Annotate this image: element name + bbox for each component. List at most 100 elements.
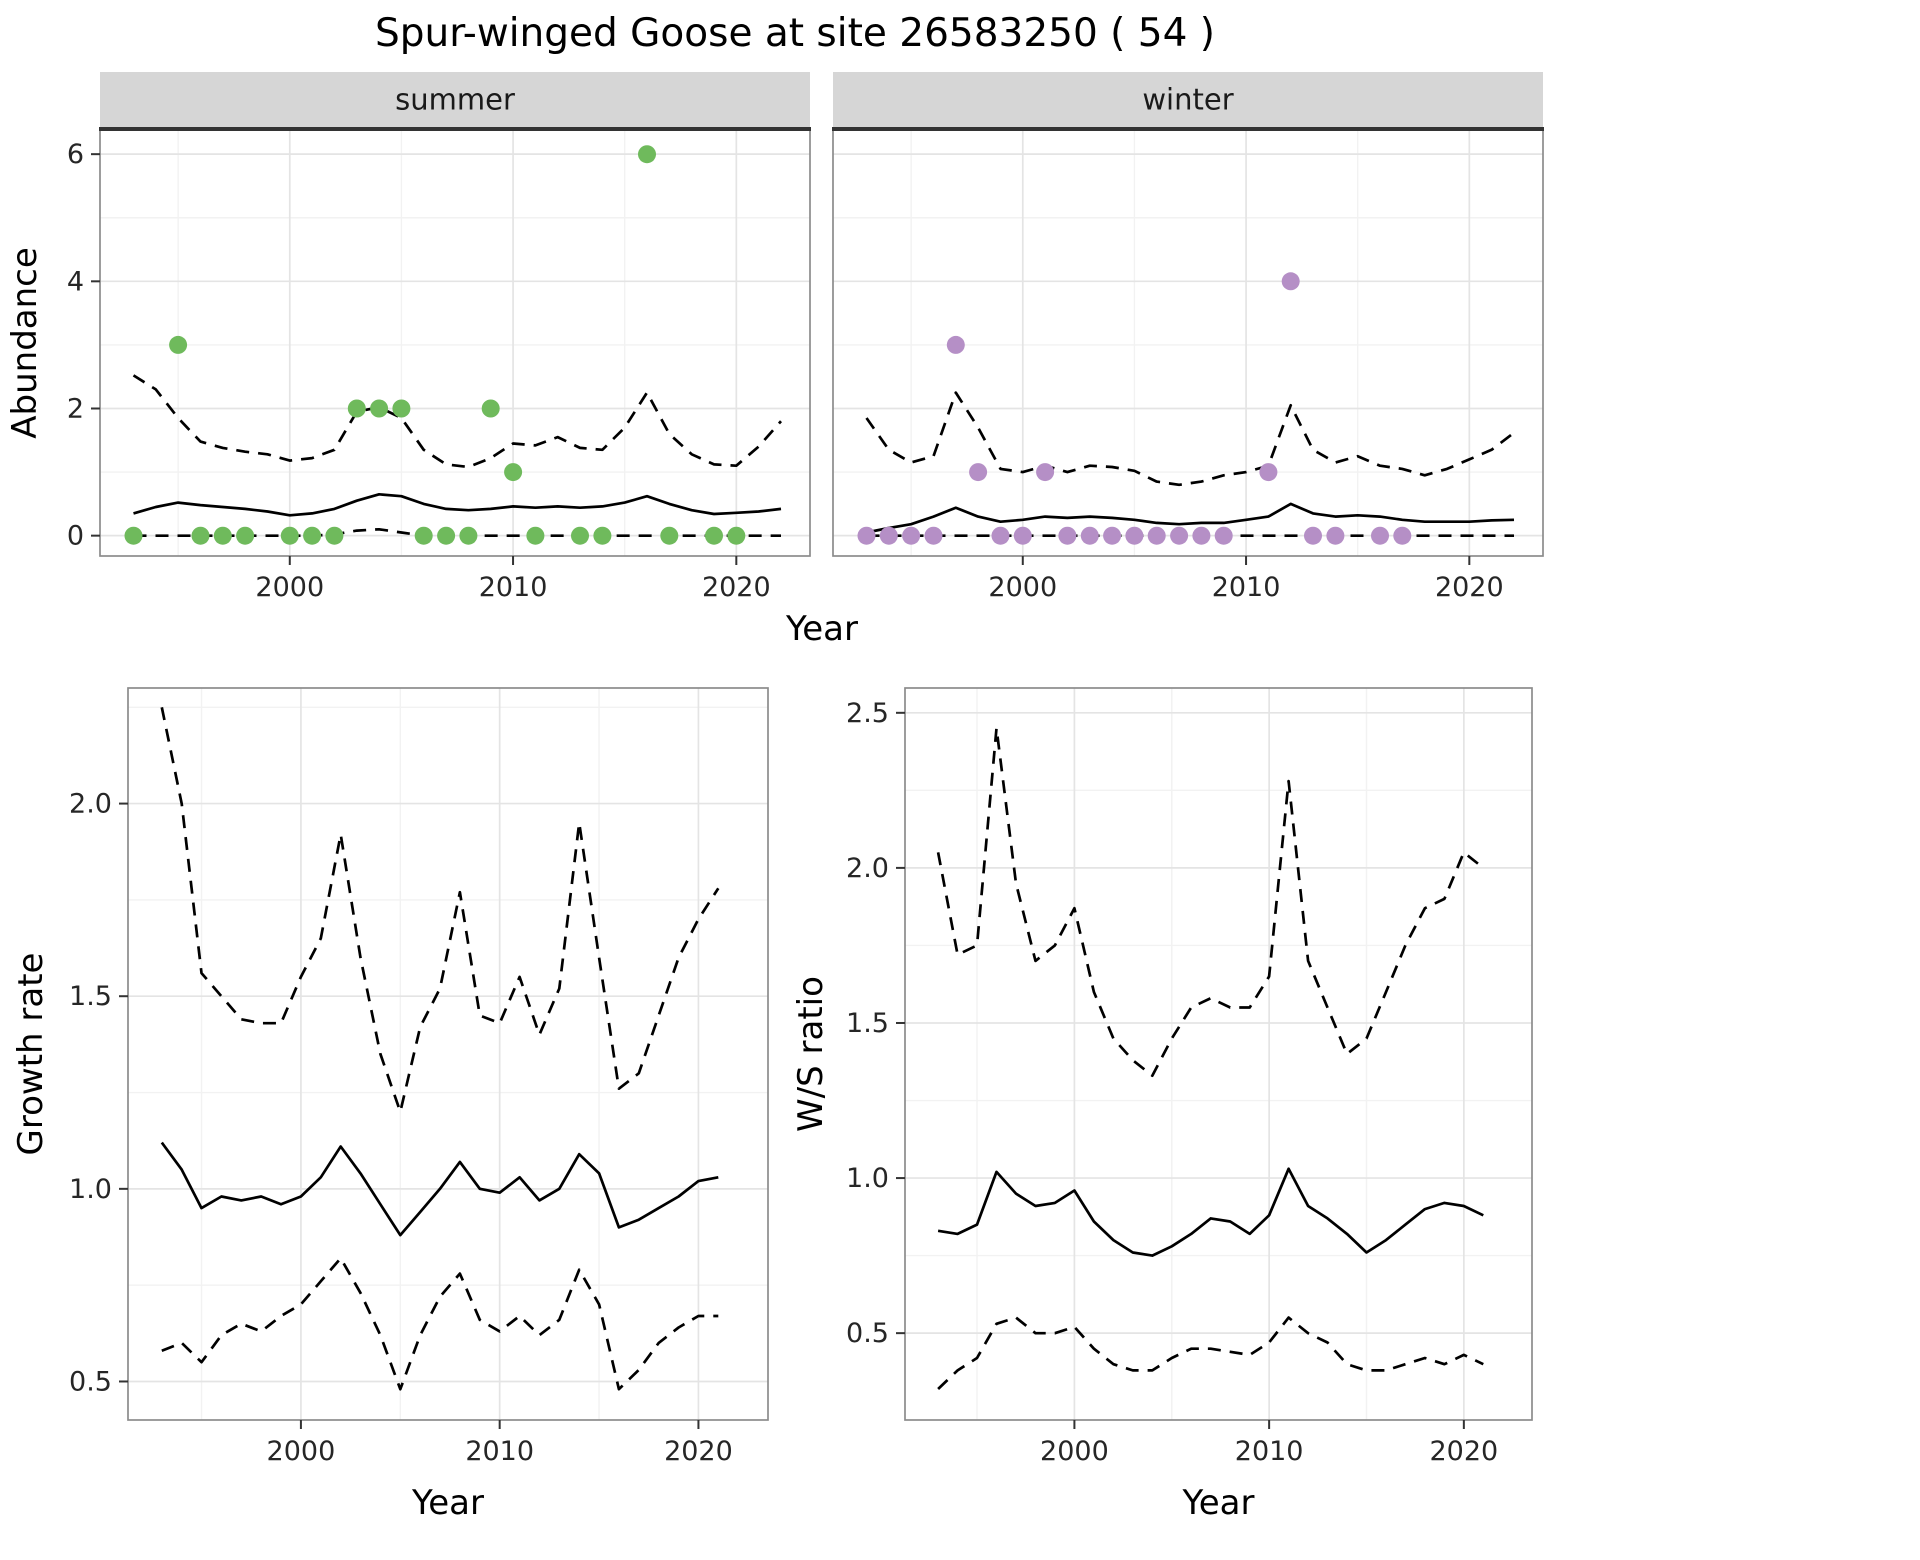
series-mean	[133, 492, 782, 517]
panel-winter: 2000 2010 2020 winter	[832, 72, 1544, 603]
x-tick-label: 2020	[664, 1436, 733, 1467]
count-point-summer	[124, 526, 143, 545]
count-point-winter	[1214, 526, 1233, 545]
count-point-summer	[325, 526, 344, 545]
count-point-summer	[191, 526, 210, 545]
x-tick-label: 2020	[1429, 1436, 1498, 1467]
panel-background	[905, 688, 1532, 1420]
count-point-winter	[1036, 463, 1055, 482]
count-point-summer	[414, 526, 433, 545]
count-point-summer	[504, 463, 523, 482]
x-axis-title: Year	[411, 1483, 484, 1523]
count-point-summer	[571, 526, 589, 545]
count-point-summer	[660, 526, 679, 545]
facet-strip-label: winter	[1142, 83, 1233, 117]
count-point-summer	[727, 526, 746, 545]
count-point-winter	[879, 526, 898, 545]
count-point-winter	[1281, 272, 1300, 291]
count-point-summer	[347, 399, 366, 418]
y-tick-label: 0	[67, 521, 84, 552]
count-point-summer	[459, 526, 478, 545]
panel-background	[128, 688, 768, 1420]
count-point-winter	[1192, 526, 1211, 545]
count-point-summer	[481, 399, 500, 418]
count-point-winter	[1371, 526, 1389, 545]
series-mean	[160, 1141, 719, 1237]
series-upper_ci	[160, 707, 720, 1114]
count-point-winter	[1326, 526, 1345, 545]
count-point-winter	[1058, 526, 1077, 545]
figure-title: Spur-winged Goose at site 26583250 ( 54 …	[375, 11, 1215, 56]
y-tick-label: 6	[67, 139, 84, 170]
series-upper_ci	[132, 374, 783, 469]
y-tick-label: 2.5	[846, 698, 889, 729]
count-point-summer	[638, 145, 656, 164]
count-point-winter	[857, 526, 876, 545]
panel-background	[100, 130, 810, 556]
count-point-summer	[370, 399, 389, 418]
series-lower_ci	[937, 1316, 1484, 1390]
y-tick-label: 0.5	[846, 1318, 889, 1349]
y-axis-title: Abundance	[5, 247, 45, 439]
y-tick-label: 2.0	[846, 853, 889, 884]
y-tick-label: 1.5	[846, 1008, 889, 1039]
y-tick-label: 2	[67, 393, 84, 424]
count-point-winter	[902, 526, 921, 545]
series-mean	[866, 502, 1515, 534]
series-upper_ci	[936, 726, 1485, 1078]
series-upper_ci	[865, 391, 1515, 487]
count-point-summer	[213, 526, 232, 545]
x-tick-label: 2000	[1040, 1436, 1109, 1467]
x-tick-label: 2000	[267, 1436, 336, 1467]
count-point-winter	[1080, 526, 1099, 545]
count-point-summer	[280, 526, 299, 545]
count-point-summer	[303, 526, 322, 545]
y-tick-label: 4	[67, 266, 84, 297]
count-point-winter	[969, 463, 988, 482]
x-tick-label: 2010	[1235, 1436, 1304, 1467]
count-point-winter	[1013, 526, 1032, 545]
count-point-summer	[236, 526, 255, 545]
count-point-winter	[924, 526, 943, 545]
x-tick-label: 2020	[702, 572, 771, 603]
count-point-winter	[1125, 526, 1144, 545]
x-tick-label: 2010	[479, 572, 548, 603]
count-point-winter	[1393, 526, 1412, 545]
panel-summer: 2000 2010 2020 0 2 4 6 summer Abundance	[5, 72, 811, 603]
x-tick-label: 2020	[1435, 572, 1504, 603]
panel-border	[127, 687, 769, 1421]
x-tick-label: 2000	[255, 572, 324, 603]
x-axis-title: Year	[1182, 1483, 1255, 1523]
y-tick-label: 1.5	[69, 981, 112, 1012]
facet-strip	[100, 72, 810, 127]
x-tick-label: 2010	[465, 1436, 534, 1467]
series-lower_ci	[161, 1256, 719, 1391]
top-x-axis-title: Year	[785, 609, 858, 649]
y-tick-label: 1.0	[846, 1163, 889, 1194]
count-point-winter	[946, 335, 965, 354]
panel-background	[833, 130, 1543, 556]
panel-ws: 2000 2010 2020 0.5 1.0 1.5 2.0 2.5 Year W/S ratio	[791, 687, 1533, 1523]
y-tick-label: 1.0	[69, 1174, 112, 1205]
count-point-summer	[705, 526, 723, 545]
count-point-summer	[526, 526, 545, 545]
count-point-winter	[1304, 526, 1322, 545]
y-axis-title: W/S ratio	[791, 976, 831, 1132]
count-point-winter	[1103, 526, 1122, 545]
y-tick-label: 0.5	[69, 1366, 112, 1397]
count-point-winter	[991, 526, 1010, 545]
count-point-summer	[593, 526, 612, 545]
count-point-winter	[1147, 526, 1166, 545]
facet-strip	[833, 72, 1543, 127]
panel-border	[904, 687, 1533, 1421]
x-tick-label: 2000	[988, 572, 1057, 603]
count-point-summer	[169, 335, 188, 354]
panel-growth: 2000 2010 2020 0.5 1.0 1.5 2.0 Year Growth rate	[11, 687, 769, 1523]
count-point-winter	[1259, 463, 1278, 482]
count-point-summer	[392, 399, 411, 418]
count-point-winter	[1170, 526, 1189, 545]
count-point-summer	[437, 526, 456, 545]
